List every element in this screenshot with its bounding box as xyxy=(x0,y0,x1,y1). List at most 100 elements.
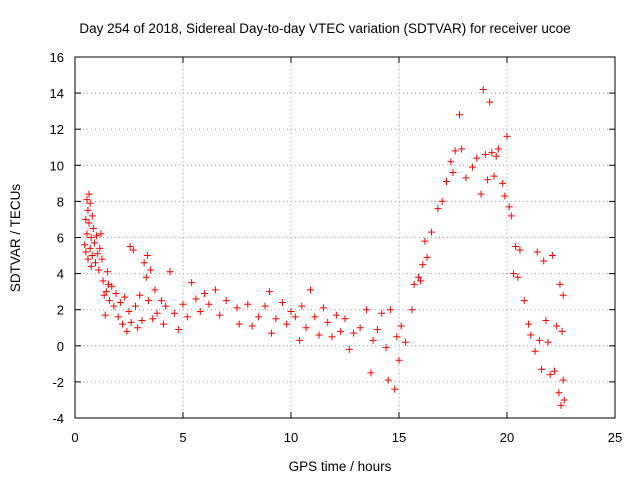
data-point xyxy=(88,212,96,220)
data-point xyxy=(486,98,494,106)
data-point xyxy=(408,306,416,314)
data-point xyxy=(548,252,556,260)
data-point xyxy=(414,273,422,281)
x-tick-label: 20 xyxy=(500,430,514,445)
data-point xyxy=(494,145,502,153)
data-point xyxy=(131,302,139,310)
data-point xyxy=(558,327,566,335)
data-point xyxy=(520,297,528,305)
data-point xyxy=(499,179,507,187)
data-point xyxy=(477,190,485,198)
data-point xyxy=(542,317,550,325)
data-point xyxy=(233,304,241,312)
data-point xyxy=(138,317,146,325)
data-point xyxy=(384,376,392,384)
data-point xyxy=(378,309,386,317)
y-tick-label: 2 xyxy=(57,303,64,318)
data-point xyxy=(81,241,89,249)
data-point xyxy=(205,300,213,308)
data-point xyxy=(559,291,567,299)
data-point xyxy=(559,376,567,384)
data-point xyxy=(283,320,291,328)
data-point xyxy=(170,309,178,317)
data-point xyxy=(104,280,112,288)
data-point xyxy=(350,329,358,337)
data-point xyxy=(201,289,209,297)
data-point xyxy=(85,219,93,227)
data-point xyxy=(98,255,106,263)
y-tick-label: 6 xyxy=(57,231,64,246)
data-point xyxy=(451,147,459,155)
data-point xyxy=(101,311,109,319)
data-point xyxy=(166,268,174,276)
y-tick-label: 10 xyxy=(50,158,64,173)
data-point xyxy=(95,266,103,274)
data-point xyxy=(544,338,552,346)
data-point xyxy=(119,320,127,328)
data-point xyxy=(341,315,349,323)
data-point xyxy=(337,327,345,335)
data-point xyxy=(516,246,524,254)
data-point xyxy=(397,322,405,330)
data-point xyxy=(265,288,273,296)
data-point xyxy=(324,318,332,326)
data-point xyxy=(315,331,323,339)
data-point xyxy=(373,326,381,334)
data-point xyxy=(538,365,546,373)
data-point xyxy=(287,308,295,316)
data-points xyxy=(81,85,568,409)
grid-layer xyxy=(75,57,615,418)
y-tick-label: 14 xyxy=(50,86,64,101)
data-point xyxy=(96,244,104,252)
data-point xyxy=(551,367,559,375)
data-point xyxy=(423,253,431,261)
data-point xyxy=(302,324,310,332)
x-tick-label: 15 xyxy=(392,430,406,445)
data-point xyxy=(298,302,306,310)
data-point xyxy=(311,313,319,321)
data-point xyxy=(83,230,91,238)
data-point xyxy=(395,356,403,364)
data-point xyxy=(319,304,327,312)
y-tick-label: 0 xyxy=(57,339,64,354)
data-point xyxy=(332,311,340,319)
data-point xyxy=(103,268,111,276)
data-point xyxy=(438,197,446,205)
data-point xyxy=(468,163,476,171)
data-point xyxy=(391,385,399,393)
data-point xyxy=(92,259,100,267)
data-point xyxy=(525,320,533,328)
data-point xyxy=(244,300,252,308)
data-point xyxy=(462,174,470,182)
data-point xyxy=(555,389,563,397)
data-point xyxy=(82,248,90,256)
x-tick-label: 25 xyxy=(608,430,622,445)
data-point xyxy=(216,311,224,319)
data-point xyxy=(255,313,263,321)
data-point xyxy=(367,369,375,377)
y-tick-label: -4 xyxy=(52,411,64,426)
x-axis-label: GPS time / hours xyxy=(289,459,392,474)
data-point xyxy=(99,277,107,285)
data-point xyxy=(94,250,102,258)
data-point xyxy=(443,178,451,186)
data-point xyxy=(512,243,520,251)
data-point xyxy=(175,326,183,334)
data-point xyxy=(85,190,93,198)
data-point xyxy=(147,266,155,274)
data-point xyxy=(84,206,92,214)
chart-title: Day 254 of 2018, Sidereal Day-to-day VTE… xyxy=(79,21,570,36)
x-tick-label: 0 xyxy=(71,430,78,445)
data-point xyxy=(116,298,124,306)
data-point xyxy=(473,154,481,162)
data-point xyxy=(162,302,170,310)
axes: 0 5 10 15 20 25 -4 -2 0 2 4 6 8 10 12 14 16 xyxy=(50,50,623,445)
data-point xyxy=(87,234,95,241)
data-point xyxy=(112,289,120,297)
data-point xyxy=(143,252,151,260)
data-point xyxy=(363,306,371,314)
data-point xyxy=(192,295,200,303)
data-point xyxy=(126,243,134,251)
data-point xyxy=(490,172,498,180)
